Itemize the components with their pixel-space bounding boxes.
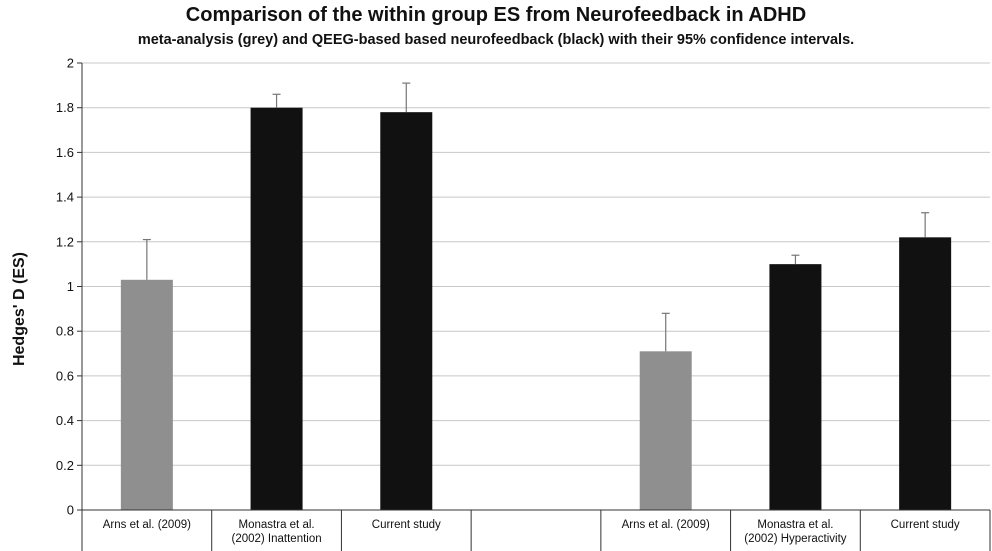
bar xyxy=(380,112,433,511)
y-tick-label: 1.6 xyxy=(56,145,74,160)
category-label: Monastra et al. xyxy=(239,519,315,531)
y-tick-label: 0.8 xyxy=(56,324,74,339)
y-tick-labels: 0 0.2 0.4 0.6 0.8 1 1.2 1.4 1.6 1.8 2 xyxy=(56,56,74,518)
y-tick-label: 1.2 xyxy=(56,234,74,249)
bar xyxy=(639,351,692,510)
y-tick-label: 1.4 xyxy=(56,190,74,205)
category-label: Current study xyxy=(372,519,441,531)
category-label: Current study xyxy=(891,519,960,531)
category-labels: Arns et al. (2009) Monastra et al. (2002) … xyxy=(103,519,960,545)
y-tick-label: 2 xyxy=(67,56,74,71)
bar xyxy=(769,264,822,510)
bar xyxy=(899,237,952,510)
chart-subtitle: meta-analysis (grey) and QEEG-based base… xyxy=(137,32,855,48)
chart-title: Comparison of the within group ES from N… xyxy=(185,4,807,26)
y-tick-label: 1.8 xyxy=(56,100,74,115)
category-label: (2002) Inattention xyxy=(231,533,321,545)
y-tick-label: 0 xyxy=(67,503,74,518)
bar xyxy=(120,279,173,510)
category-label: (2002) Hyperactivity xyxy=(744,533,847,545)
y-tick-label: 0.4 xyxy=(56,413,74,428)
y-tick-label: 1 xyxy=(67,279,74,294)
bar xyxy=(250,107,303,510)
category-label: Arns et al. (2009) xyxy=(622,519,710,531)
gridlines xyxy=(77,62,990,511)
y-tick-label: 0.2 xyxy=(56,458,74,473)
category-label: Monastra et al. xyxy=(757,519,833,531)
bars xyxy=(120,107,952,511)
axes xyxy=(81,63,991,551)
category-label: Arns et al. (2009) xyxy=(103,519,191,531)
error-bars xyxy=(142,82,930,352)
y-tick-label: 0.6 xyxy=(56,368,74,383)
